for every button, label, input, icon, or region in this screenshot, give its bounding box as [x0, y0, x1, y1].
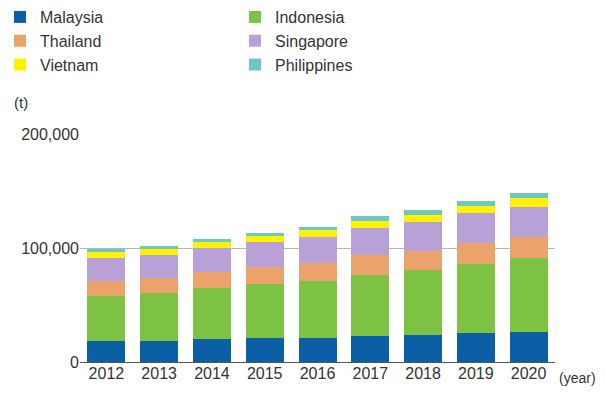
svg-text:(t): (t): [14, 94, 28, 111]
svg-text:2012: 2012: [89, 365, 125, 382]
svg-text:Singapore: Singapore: [275, 33, 348, 50]
svg-text:100,000: 100,000: [21, 240, 79, 257]
svg-text:2014: 2014: [194, 365, 230, 382]
svg-text:2019: 2019: [458, 365, 494, 382]
svg-text:Vietnam: Vietnam: [40, 57, 98, 74]
svg-text:2017: 2017: [352, 365, 388, 382]
svg-text:Thailand: Thailand: [40, 33, 101, 50]
svg-text:Malaysia: Malaysia: [40, 9, 103, 26]
svg-text:2013: 2013: [141, 365, 177, 382]
svg-text:Philippines: Philippines: [275, 57, 352, 74]
svg-text:Indonesia: Indonesia: [275, 9, 344, 26]
svg-text:(year): (year): [559, 370, 596, 386]
svg-text:0: 0: [70, 354, 79, 371]
svg-text:2016: 2016: [300, 365, 336, 382]
svg-text:200,000: 200,000: [21, 126, 79, 143]
svg-text:2020: 2020: [511, 365, 547, 382]
svg-text:2015: 2015: [247, 365, 283, 382]
svg-text:2018: 2018: [405, 365, 441, 382]
